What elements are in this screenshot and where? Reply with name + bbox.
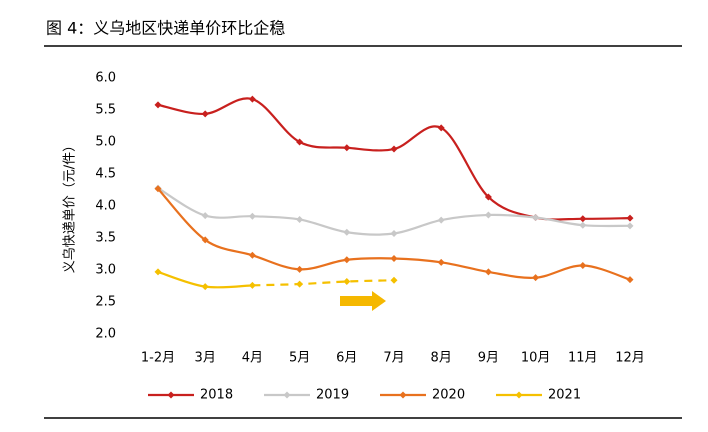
marker <box>626 222 634 230</box>
x-tick-label: 5月 <box>289 351 310 366</box>
y-tick-label: 2.5 <box>95 295 116 310</box>
marker <box>343 144 351 152</box>
marker <box>154 268 162 276</box>
marker <box>296 280 304 288</box>
y-tick-label: 3.5 <box>95 231 116 246</box>
x-tick-label: 4月 <box>242 351 263 366</box>
marker <box>390 276 398 284</box>
marker <box>484 268 492 276</box>
marker <box>437 124 445 132</box>
marker <box>437 216 445 224</box>
x-tick-label: 3月 <box>195 351 216 366</box>
marker <box>437 258 445 266</box>
y-tick-label: 4.5 <box>95 167 116 182</box>
marker <box>154 101 162 109</box>
marker <box>248 251 256 259</box>
series-line <box>252 279 395 287</box>
y-tick-label: 5.5 <box>95 103 116 118</box>
marker <box>154 185 162 193</box>
marker <box>201 283 209 291</box>
x-tick-label: 11月 <box>568 351 598 366</box>
legend-marker <box>515 391 523 399</box>
marker <box>626 276 634 284</box>
marker <box>390 145 398 153</box>
marker <box>579 215 587 223</box>
marker <box>343 256 351 264</box>
chart-title: 图 4：义乌地区快递单价环比企稳 <box>46 19 285 38</box>
marker <box>248 281 256 289</box>
series-line <box>157 187 631 236</box>
marker <box>296 265 304 273</box>
marker <box>390 230 398 238</box>
legend-marker <box>283 391 291 399</box>
series-line <box>157 97 631 221</box>
marker <box>248 95 256 103</box>
marker <box>343 278 351 286</box>
legend-marker <box>167 391 175 399</box>
x-tick-label: 12月 <box>615 351 645 366</box>
marker <box>201 236 209 244</box>
arrow <box>340 291 386 311</box>
marker <box>579 221 587 229</box>
x-tick-label: 1-2月 <box>141 351 175 366</box>
marker <box>296 138 304 146</box>
legend-label: 2021 <box>548 388 581 403</box>
x-tick-label: 9月 <box>478 351 499 366</box>
y-tick-label: 2.0 <box>95 327 116 342</box>
marker <box>484 211 492 219</box>
x-tick-label: 6月 <box>336 351 357 366</box>
y-tick-label: 3.0 <box>95 263 116 278</box>
y-tick-label: 5.0 <box>95 135 116 150</box>
x-tick-label: 7月 <box>383 351 404 366</box>
y-tick-label: 6.0 <box>95 71 116 86</box>
marker <box>201 110 209 118</box>
marker <box>201 212 209 220</box>
marker <box>532 214 540 222</box>
y-axis-label: 义乌快递单价（元/件） <box>62 139 78 273</box>
y-tick-label: 4.0 <box>95 199 116 214</box>
legend-label: 2019 <box>316 388 349 403</box>
marker <box>248 212 256 220</box>
marker <box>532 274 540 282</box>
x-tick-label: 8月 <box>431 351 452 366</box>
legend-label: 2018 <box>200 388 233 403</box>
marker <box>390 254 398 262</box>
marker <box>579 262 587 270</box>
x-tick-label: 10月 <box>521 351 551 366</box>
marker <box>626 214 634 222</box>
marker <box>296 215 304 223</box>
legend-label: 2020 <box>432 388 465 403</box>
marker <box>484 193 492 201</box>
legend-marker <box>399 391 407 399</box>
marker <box>343 228 351 236</box>
